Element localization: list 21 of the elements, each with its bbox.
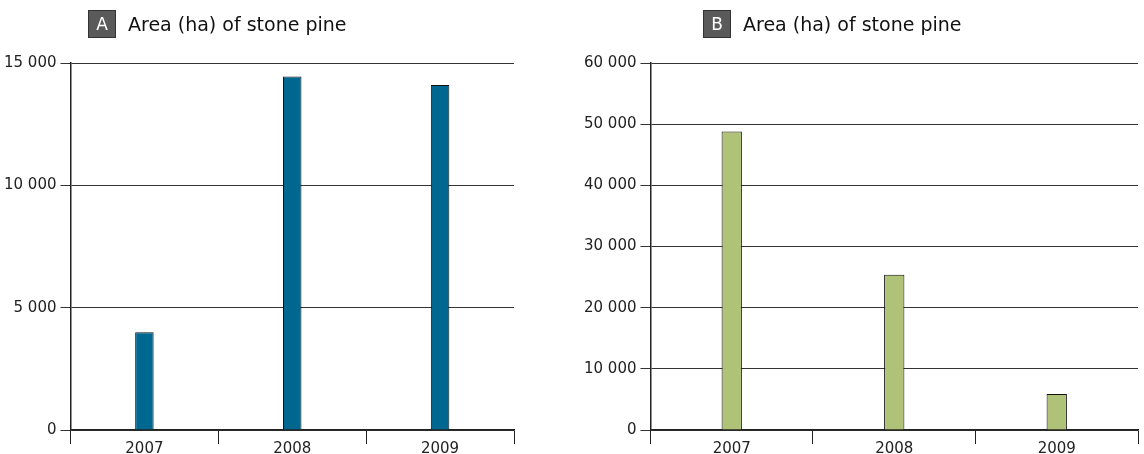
y-tick-label: 30 000	[583, 236, 637, 255]
y-tick-label: 10 000	[583, 358, 637, 377]
y-tick-label: 60 000	[583, 52, 637, 71]
y-tick-label: 10 000	[3, 175, 57, 194]
y-tick-label: 0	[626, 419, 637, 438]
y-tick-label: 40 000	[583, 175, 637, 194]
y-tick-label: 15 000	[3, 52, 57, 71]
text: A	[88, 10, 116, 38]
x-tick-label: 2009	[1037, 438, 1076, 454]
text: B	[703, 10, 731, 38]
chart-title: Area (ha) of stone pine	[743, 13, 962, 35]
x-tick-label: 2008	[273, 438, 312, 454]
y-tick-label: 50 000	[583, 114, 637, 133]
x-tick-label: 2009	[420, 438, 460, 454]
x-tick-label: 2007	[712, 438, 751, 454]
y-tick-label: 20 000	[583, 297, 637, 316]
y-tick-label: 5 000	[13, 297, 57, 316]
x-tick-label: 2007	[125, 438, 164, 454]
x-tick-label: 2008	[875, 438, 914, 454]
y-tick-label: 0	[46, 419, 57, 438]
chart-title: Area (ha) of stone pine	[128, 13, 347, 35]
